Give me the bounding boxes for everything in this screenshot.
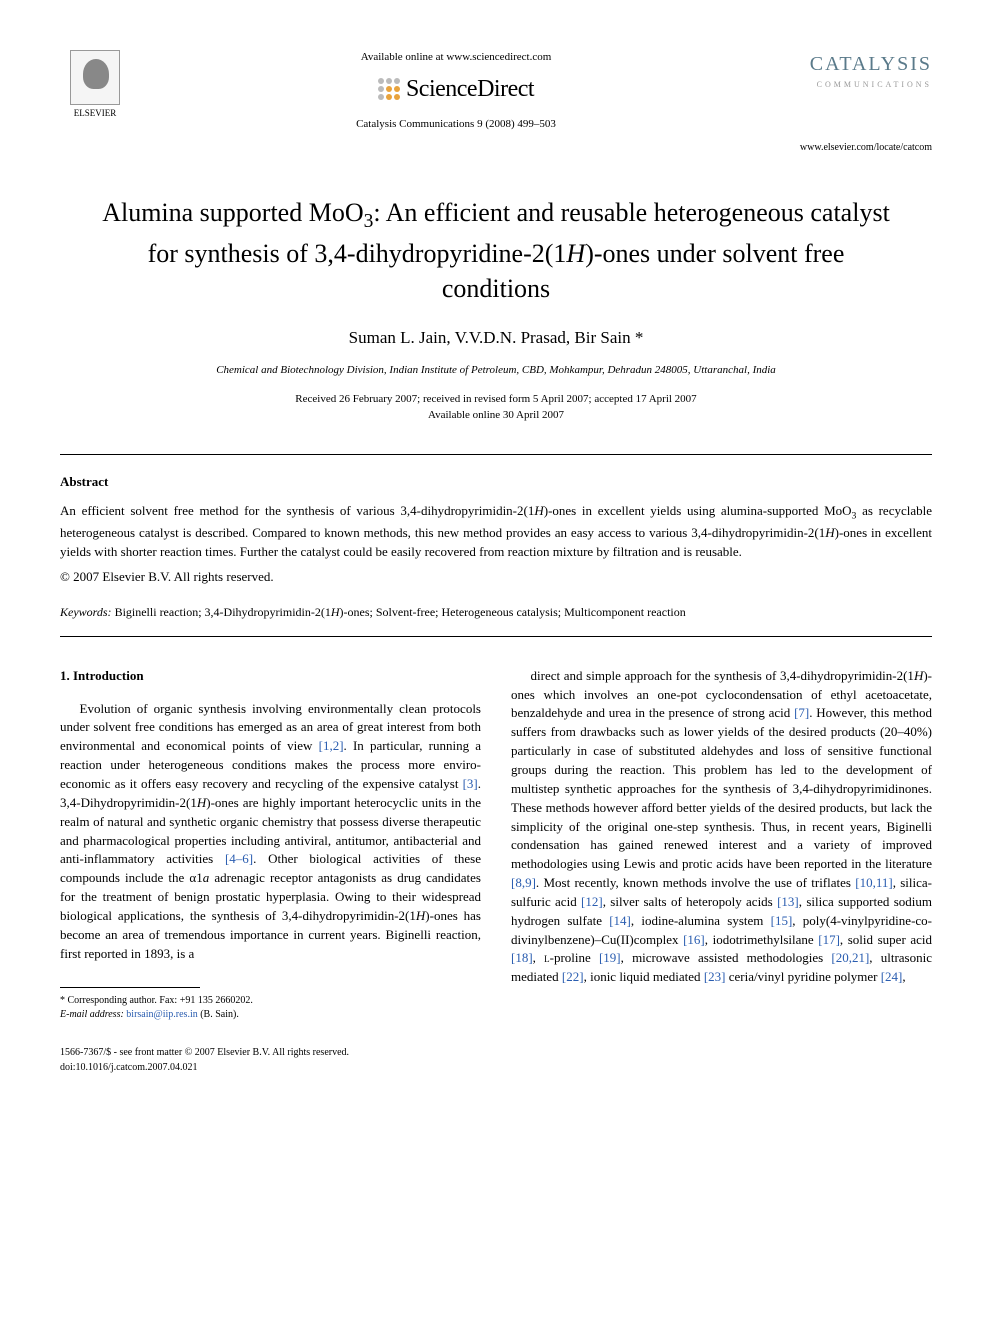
available-online-text: Available online at www.sciencedirect.co… <box>150 50 762 66</box>
sciencedirect-logo: ScienceDirect <box>150 72 762 107</box>
journal-subbrand: COMMUNICATIONS <box>782 79 932 91</box>
corresponding-author: * Corresponding author. Fax: +91 135 266… <box>60 994 481 1008</box>
abstract-heading: Abstract <box>60 473 932 492</box>
journal-logo: CATALYSIS COMMUNICATIONS <box>782 50 932 91</box>
sciencedirect-dots-icon <box>378 78 400 100</box>
center-header: Available online at www.sciencedirect.co… <box>130 50 782 133</box>
abstract-text: An efficient solvent free method for the… <box>60 502 932 561</box>
authors: Suman L. Jain, V.V.D.N. Prasad, Bir Sain… <box>60 326 932 351</box>
keywords-label: Keywords: <box>60 605 112 619</box>
affiliation: Chemical and Biotechnology Division, Ind… <box>60 363 932 379</box>
sciencedirect-text: ScienceDirect <box>406 72 534 107</box>
intro-col2: direct and simple approach for the synth… <box>511 667 932 987</box>
body-columns: 1. Introduction Evolution of organic syn… <box>60 667 932 1023</box>
elsevier-tree-icon <box>70 50 120 105</box>
email-line: E-mail address: birsain@iip.res.in (B. S… <box>60 1008 481 1022</box>
rule-below-keywords <box>60 636 932 637</box>
journal-citation: Catalysis Communications 9 (2008) 499–50… <box>150 117 762 133</box>
keywords-text: Biginelli reaction; 3,4-Dihydropyrimidin… <box>115 605 686 619</box>
footnote-block: * Corresponding author. Fax: +91 135 266… <box>60 994 481 1022</box>
intro-heading: 1. Introduction <box>60 667 481 686</box>
elsevier-logo: ELSEVIER <box>60 50 130 130</box>
article-dates: Received 26 February 2007; received in r… <box>60 392 932 424</box>
keywords-line: Keywords: Biginelli reaction; 3,4-Dihydr… <box>60 604 932 621</box>
column-left: 1. Introduction Evolution of organic syn… <box>60 667 481 1023</box>
locate-url: www.elsevier.com/locate/catcom <box>60 141 932 156</box>
intro-col1: Evolution of organic synthesis involving… <box>60 700 481 964</box>
header-row: ELSEVIER Available online at www.science… <box>60 50 932 133</box>
footer-left: 1566-7367/$ - see front matter © 2007 El… <box>60 1046 349 1075</box>
doi: doi:10.1016/j.catcom.2007.04.021 <box>60 1061 349 1076</box>
abstract-copyright: © 2007 Elsevier B.V. All rights reserved… <box>60 568 932 587</box>
email-label: E-mail address: <box>60 1009 124 1020</box>
publisher-name: ELSEVIER <box>74 107 117 120</box>
journal-brand: CATALYSIS <box>782 50 932 79</box>
front-matter: 1566-7367/$ - see front matter © 2007 El… <box>60 1046 349 1061</box>
email-suffix: (B. Sain). <box>200 1009 239 1020</box>
email-address[interactable]: birsain@iip.res.in <box>126 1009 197 1020</box>
article-title: Alumina supported MoO3: An efficient and… <box>100 195 892 306</box>
column-right: direct and simple approach for the synth… <box>511 667 932 1023</box>
dates-online: Available online 30 April 2007 <box>428 409 564 421</box>
footnote-separator <box>60 987 200 988</box>
dates-received: Received 26 February 2007; received in r… <box>295 393 696 405</box>
page-footer: 1566-7367/$ - see front matter © 2007 El… <box>60 1046 932 1075</box>
